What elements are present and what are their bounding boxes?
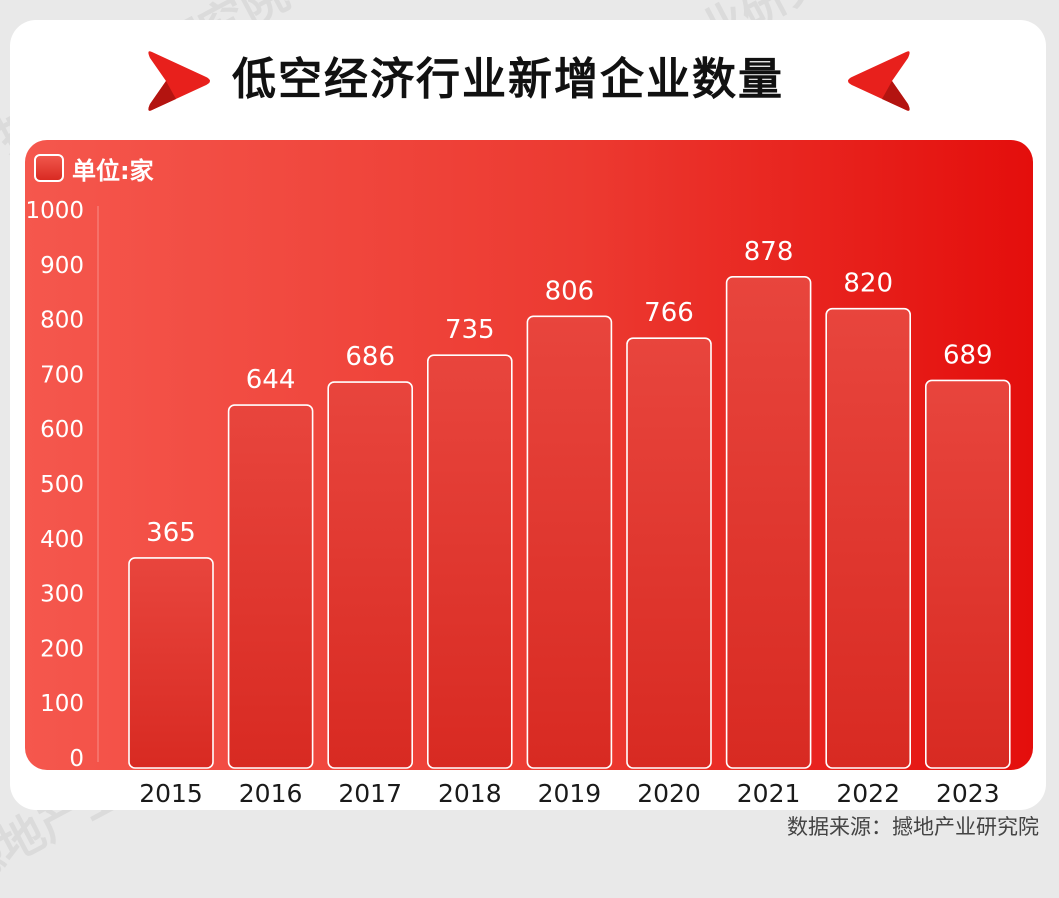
x-tick-label-2020: 2020: [637, 779, 701, 808]
value-label-2020: 766: [644, 298, 694, 328]
value-label-2015: 365: [146, 518, 196, 548]
x-tick-label-2023: 2023: [936, 779, 1000, 808]
y-tick-label: 400: [40, 527, 84, 553]
data-source: 数据来源：撼地产业研究院: [787, 815, 1039, 839]
y-tick-label: 600: [40, 417, 84, 443]
bar-2022: [825, 307, 912, 769]
x-tick-label-2016: 2016: [239, 779, 303, 808]
y-tick-label: 100: [40, 691, 84, 717]
bar-2023: [924, 379, 1011, 769]
x-tick-label-2022: 2022: [836, 779, 900, 808]
value-label-2021: 878: [744, 237, 794, 267]
x-tick-label-2019: 2019: [538, 779, 602, 808]
bar-chart: 0 100 200 300 400 500 600 700 800 900 1000 365 2015 6…: [25, 198, 1011, 808]
y-tick-label: 500: [40, 472, 84, 498]
value-label-2017: 686: [345, 342, 395, 372]
bar-2020: [626, 337, 712, 769]
y-tick-label: 1000: [25, 198, 84, 224]
legend-swatch: [34, 154, 64, 182]
left-arrow-icon: [148, 51, 210, 111]
bar-2018: [426, 354, 513, 769]
y-tick-label: 0: [69, 746, 84, 772]
value-label-2022: 820: [843, 269, 893, 299]
y-tick-label: 200: [40, 636, 84, 662]
title-row: 低空经济行业新增企业数量: [0, 40, 1059, 120]
y-tick-label: 800: [40, 308, 84, 334]
bar-2021: [725, 276, 812, 769]
y-tick-label: 700: [40, 362, 84, 388]
legend: 单位:家: [34, 153, 154, 185]
y-tick-label: 300: [40, 582, 84, 608]
bar-2016: [227, 404, 314, 769]
legend-label: 单位:家: [72, 156, 154, 185]
value-label-2019: 806: [545, 276, 595, 306]
x-tick-label-2017: 2017: [338, 779, 402, 808]
right-arrow-icon: [848, 51, 910, 111]
value-label-2018: 735: [445, 315, 495, 345]
bar-2019: [526, 315, 613, 769]
y-tick-label: 900: [40, 253, 84, 279]
chart-title: 低空经济行业新增企业数量: [232, 54, 784, 105]
x-tick-label-2018: 2018: [438, 779, 502, 808]
x-tick-label-2015: 2015: [139, 779, 203, 808]
bar-2017: [327, 381, 414, 769]
value-label-2023: 689: [943, 340, 993, 370]
bar-2015: [128, 557, 214, 769]
x-tick-label-2021: 2021: [737, 779, 801, 808]
value-label-2016: 644: [246, 365, 296, 395]
